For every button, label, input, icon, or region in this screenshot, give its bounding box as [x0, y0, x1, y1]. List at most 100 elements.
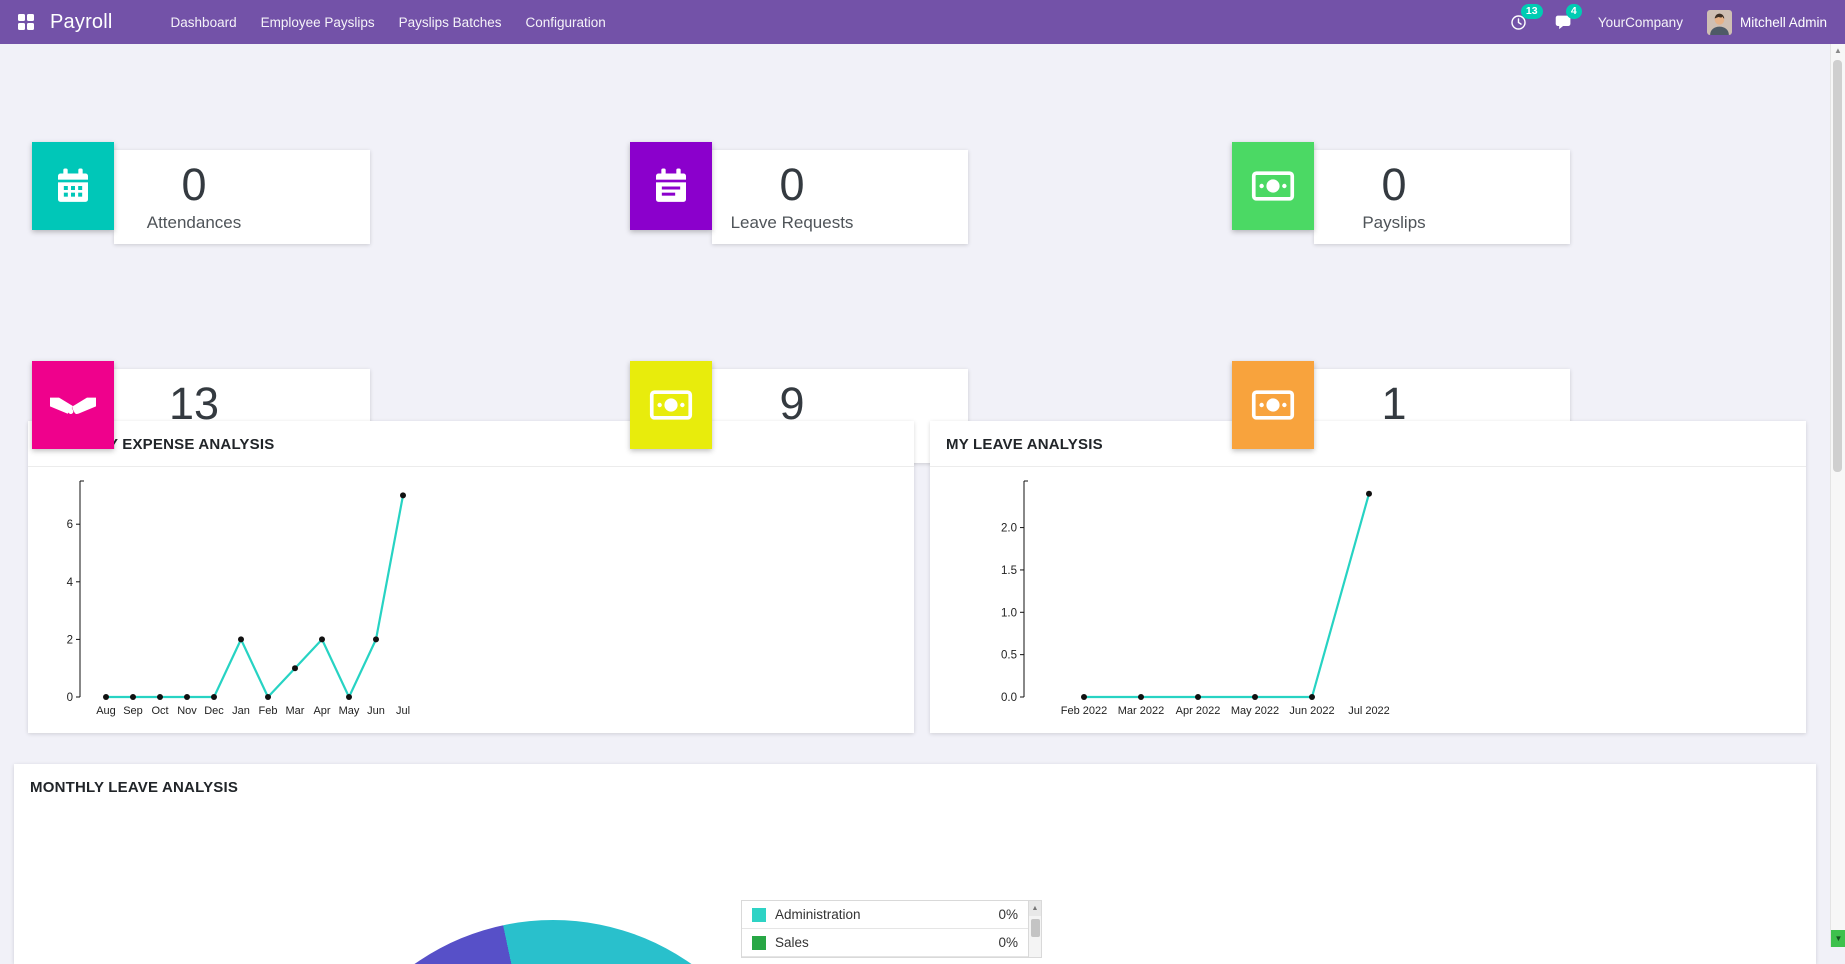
- kpi-icon-box: [630, 361, 712, 449]
- svg-text:May: May: [339, 705, 360, 717]
- legend-color-swatch: [752, 935, 766, 950]
- kpi-value: 0: [1381, 159, 1407, 211]
- kpi-icon-box: [630, 142, 712, 230]
- scroll-up-icon[interactable]: ▲: [1834, 46, 1842, 55]
- svg-text:Jun: Jun: [367, 705, 385, 717]
- kpi-value: 1: [1381, 378, 1407, 430]
- kpi-icon-box: [32, 142, 114, 230]
- svg-text:1.0: 1.0: [1001, 607, 1017, 619]
- menu-configuration[interactable]: Configuration: [525, 14, 606, 30]
- legend-scrollbar[interactable]: ▲: [1029, 900, 1042, 958]
- svg-text:Feb 2022: Feb 2022: [1061, 705, 1107, 717]
- activities-badge: 13: [1520, 3, 1543, 19]
- kpi-card: 0 Payslips: [1314, 150, 1570, 244]
- kpi-value: 0: [779, 159, 805, 211]
- kpi-icon-box: [32, 361, 114, 449]
- user-menu[interactable]: Mitchell Admin: [1706, 9, 1827, 35]
- svg-text:6: 6: [67, 519, 73, 531]
- svg-text:Jul 2022: Jul 2022: [1348, 705, 1390, 717]
- svg-text:Jan: Jan: [232, 705, 250, 717]
- svg-text:0: 0: [67, 692, 73, 704]
- svg-text:Oct: Oct: [151, 705, 168, 717]
- panel-title: MONTHLY LEAVE ANALYSIS: [30, 779, 239, 796]
- kpi-card: 0 Attendances: [114, 150, 370, 244]
- legend-label: Sales: [775, 935, 809, 950]
- svg-text:Mar: Mar: [286, 705, 305, 717]
- legend-value: 0%: [998, 907, 1018, 922]
- svg-text:0.0: 0.0: [1001, 692, 1017, 704]
- activities-button[interactable]: 13: [1509, 3, 1543, 32]
- user-name: Mitchell Admin: [1739, 14, 1827, 30]
- panel-title: MY LEAVE ANALYSIS: [930, 421, 1806, 467]
- kpi-value: 9: [779, 378, 805, 430]
- menu-employee-payslips[interactable]: Employee Payslips: [260, 14, 375, 30]
- svg-text:0.5: 0.5: [1001, 650, 1017, 662]
- scroll-down-button[interactable]: ▼: [1831, 930, 1845, 947]
- svg-text:1.5: 1.5: [1001, 565, 1017, 577]
- kpi-icon-box: [1232, 361, 1314, 449]
- apps-grid-icon: [18, 14, 34, 30]
- svg-text:Jul: Jul: [396, 705, 410, 717]
- legend-scroll-thumb[interactable]: [1030, 919, 1040, 937]
- money-bill-icon: [649, 390, 693, 420]
- chart-body: 0.0 0.5 1.0 1.5 2.0 Feb 2022 Mar 2022 Apr 2022 M…: [930, 467, 1806, 730]
- legend-value: 0%: [998, 935, 1018, 950]
- monthly-expense-panel: MONTHLY EXPENSE ANALYSIS 0 2 4 6 Aug Sep Oct No…: [28, 421, 914, 733]
- messages-badge: 4: [1565, 3, 1582, 19]
- navbar-left: Payroll Dashboard Employee Payslips Pays…: [12, 0, 618, 44]
- handshake-icon: [50, 397, 96, 415]
- my-leave-panel: MY LEAVE ANALYSIS 0.0 0.5 1.0 1.5 2.0 Feb 202…: [930, 421, 1806, 733]
- monthly-leave-panel: MONTHLY LEAVE ANALYSIS Administration 0% S…: [14, 764, 1816, 964]
- chat-icon: [1555, 15, 1571, 29]
- my-leave-line-chart[interactable]: 0.0 0.5 1.0 1.5 2.0 Feb 2022 Mar 2022 Apr 2022 M…: [942, 473, 1542, 725]
- leave-pie-chart[interactable]: [313, 920, 793, 964]
- kpi-attendances[interactable]: 0 Attendances: [32, 142, 370, 244]
- legend-scroll-up-icon[interactable]: ▲: [1029, 901, 1041, 916]
- page-scrollbar[interactable]: ▲ ▼: [1830, 44, 1845, 947]
- kpi-label: Payslips: [1362, 212, 1426, 232]
- svg-text:Feb: Feb: [259, 705, 278, 717]
- svg-text:Aug: Aug: [96, 705, 116, 717]
- clock-icon: [1511, 14, 1526, 30]
- kpi-icon-box: [1232, 142, 1314, 230]
- company-switcher[interactable]: YourCompany: [1597, 14, 1683, 30]
- scrollbar-thumb[interactable]: [1833, 60, 1842, 472]
- svg-text:May 2022: May 2022: [1231, 705, 1279, 717]
- svg-text:4: 4: [67, 577, 74, 589]
- svg-text:Nov: Nov: [177, 705, 197, 717]
- pie-legend-rows: Administration 0% Sales 0%: [741, 900, 1029, 958]
- svg-text:2.0: 2.0: [1001, 523, 1017, 535]
- svg-text:2: 2: [67, 634, 73, 646]
- user-avatar: [1706, 9, 1732, 35]
- messages-button[interactable]: 4: [1554, 3, 1582, 32]
- svg-text:Apr: Apr: [313, 705, 330, 717]
- kpi-label: Leave Requests: [730, 212, 854, 232]
- chart-body: 0 2 4 6 Aug Sep Oct Nov Dec Jan Feb Mar Apr May Jun Jul: [28, 467, 914, 730]
- panel-title: MONTHLY EXPENSE ANALYSIS: [28, 421, 914, 467]
- kpi-value: 0: [181, 159, 207, 211]
- kpi-payslips[interactable]: 0 Payslips: [1232, 142, 1570, 244]
- pie-legend: Administration 0% Sales 0% ▲: [741, 900, 1042, 958]
- navbar-right: 13 4 YourCompany Mitchell Admin: [1496, 0, 1827, 44]
- kpi-value: 13: [168, 378, 220, 430]
- kpi-card: 0 Leave Requests: [712, 150, 968, 244]
- kpi-leave-requests[interactable]: 0 Leave Requests: [630, 142, 968, 244]
- expense-line-chart[interactable]: 0 2 4 6 Aug Sep Oct Nov Dec Jan Feb Mar Apr May Jun Jul: [40, 473, 470, 725]
- main-menu: Dashboard Employee Payslips Payslips Bat…: [159, 0, 618, 44]
- legend-row: Sales 0%: [742, 929, 1028, 957]
- app-title: Payroll: [50, 10, 113, 33]
- calendar-lines-icon: [656, 168, 686, 202]
- kpi-label: Attendances: [146, 212, 242, 232]
- legend-label: Administration: [775, 907, 861, 922]
- menu-payslips-batches[interactable]: Payslips Batches: [398, 14, 502, 30]
- menu-dashboard[interactable]: Dashboard: [170, 14, 237, 30]
- money-bill-icon: [1251, 390, 1295, 420]
- svg-text:Apr 2022: Apr 2022: [1176, 705, 1221, 717]
- apps-menu-button[interactable]: [12, 8, 40, 36]
- svg-text:Dec: Dec: [204, 705, 224, 717]
- svg-text:Mar 2022: Mar 2022: [1118, 705, 1164, 717]
- svg-text:Sep: Sep: [123, 705, 143, 717]
- top-navbar: Payroll Dashboard Employee Payslips Pays…: [0, 0, 1845, 44]
- calendar-icon: [58, 168, 88, 202]
- money-bill-icon: [1251, 171, 1295, 201]
